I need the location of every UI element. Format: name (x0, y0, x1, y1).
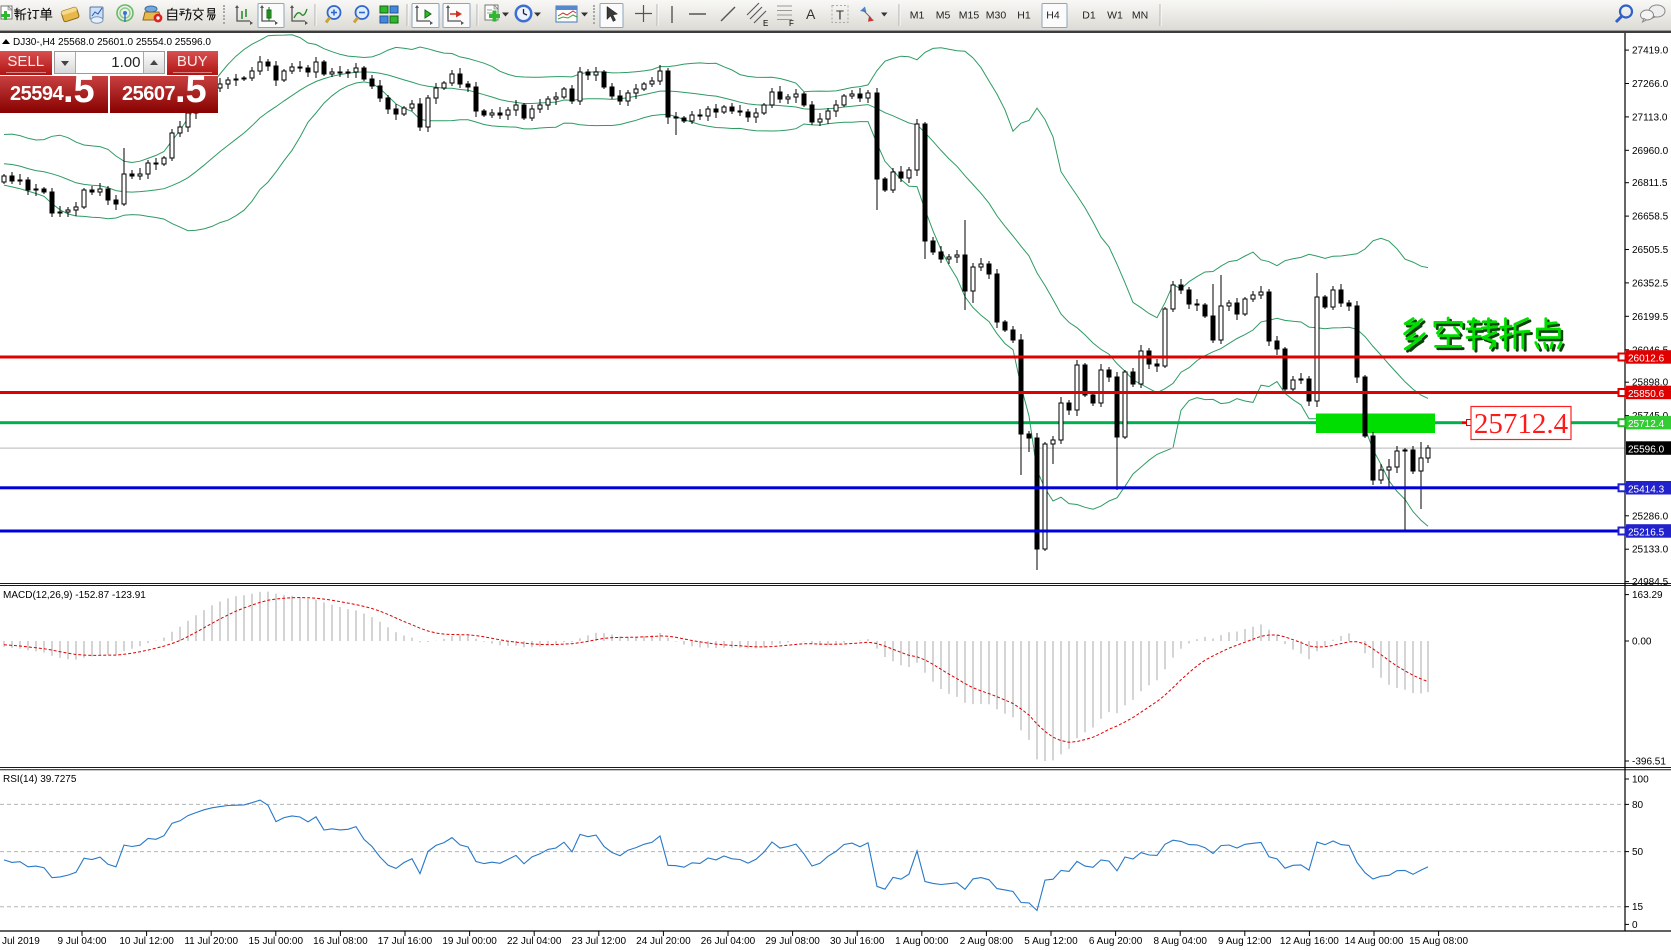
svg-text:25414.3: 25414.3 (1628, 484, 1665, 495)
svg-text:26505.5: 26505.5 (1632, 245, 1669, 256)
svg-text:D1: D1 (1082, 10, 1096, 22)
svg-text:22 Jul 04:00: 22 Jul 04:00 (507, 936, 562, 947)
svg-text:26012.6: 26012.6 (1628, 354, 1665, 365)
svg-text:DJ30-,H4 25568.0 25601.0 2555: DJ30-,H4 25568.0 25601.0 25554.0 25596.0 (13, 37, 211, 48)
svg-text:80: 80 (1632, 800, 1644, 811)
svg-text:50: 50 (1632, 847, 1644, 858)
svg-text:W1: W1 (1107, 10, 1123, 22)
svg-text:0: 0 (1632, 920, 1638, 931)
svg-text:26352.5: 26352.5 (1632, 278, 1669, 289)
svg-text:25712.4: 25712.4 (1628, 419, 1665, 430)
svg-text:25133.0: 25133.0 (1632, 545, 1669, 556)
svg-text:17 Jul 16:00: 17 Jul 16:00 (378, 936, 433, 947)
svg-text:24984.5: 24984.5 (1632, 577, 1669, 588)
svg-text:30 Jul 16:00: 30 Jul 16:00 (830, 936, 885, 947)
svg-text:T: T (836, 8, 844, 23)
svg-text:26811.5: 26811.5 (1632, 178, 1668, 189)
svg-text:14 Aug 00:00: 14 Aug 00:00 (1345, 936, 1404, 947)
svg-text:24 Jul 20:00: 24 Jul 20:00 (636, 936, 691, 947)
svg-text:6 Aug 20:00: 6 Aug 20:00 (1089, 936, 1143, 947)
svg-text:H1: H1 (1017, 10, 1031, 22)
svg-text:12 Aug 16:00: 12 Aug 16:00 (1280, 936, 1339, 947)
svg-text:8 Aug 04:00: 8 Aug 04:00 (1154, 936, 1208, 947)
svg-text:19 Jul 00:00: 19 Jul 00:00 (442, 936, 497, 947)
svg-text:MACD(12,26,9) -152.87 -123.91: MACD(12,26,9) -152.87 -123.91 (3, 590, 146, 601)
svg-text:27419.0: 27419.0 (1632, 46, 1669, 57)
svg-text:25712.4: 25712.4 (1474, 408, 1569, 440)
svg-text:26 Jul 04:00: 26 Jul 04:00 (701, 936, 756, 947)
svg-text:27266.0: 27266.0 (1632, 79, 1669, 90)
svg-text:E: E (763, 19, 768, 28)
svg-text:15: 15 (1632, 902, 1644, 913)
svg-text:RSI(14) 39.7275: RSI(14) 39.7275 (3, 774, 77, 785)
svg-text:M5: M5 (936, 10, 951, 22)
svg-text:27113.0: 27113.0 (1632, 112, 1668, 123)
svg-text:25216.5: 25216.5 (1628, 528, 1665, 539)
svg-text:163.29: 163.29 (1632, 590, 1663, 601)
svg-text:Jul 2019: Jul 2019 (2, 936, 40, 947)
svg-text:25850.6: 25850.6 (1628, 389, 1665, 400)
svg-text:MN: MN (1132, 10, 1148, 22)
svg-text:26658.5: 26658.5 (1632, 212, 1669, 223)
svg-text:9 Jul 04:00: 9 Jul 04:00 (58, 936, 107, 947)
svg-text:11 Jul 20:00: 11 Jul 20:00 (184, 936, 238, 947)
svg-text:M15: M15 (959, 10, 980, 22)
svg-text:9 Aug 12:00: 9 Aug 12:00 (1218, 936, 1272, 947)
svg-text:25596.0: 25596.0 (1628, 445, 1665, 456)
svg-text:2 Aug 08:00: 2 Aug 08:00 (960, 936, 1014, 947)
svg-text:100: 100 (1632, 775, 1649, 786)
svg-text:26960.0: 26960.0 (1632, 146, 1669, 157)
svg-text:M1: M1 (910, 10, 925, 22)
svg-text:25898.0: 25898.0 (1632, 378, 1669, 389)
svg-text:26199.5: 26199.5 (1632, 312, 1669, 323)
svg-text:15 Aug 08:00: 15 Aug 08:00 (1409, 936, 1468, 947)
svg-text:1 Aug 00:00: 1 Aug 00:00 (895, 936, 949, 947)
svg-text:15 Jul 00:00: 15 Jul 00:00 (249, 936, 304, 947)
svg-text:23 Jul 12:00: 23 Jul 12:00 (572, 936, 627, 947)
svg-text:-396.51: -396.51 (1632, 757, 1666, 768)
svg-text:H4: H4 (1046, 10, 1060, 22)
svg-text:F: F (789, 19, 794, 28)
svg-text:M30: M30 (986, 10, 1007, 22)
svg-text:10 Jul 12:00: 10 Jul 12:00 (119, 936, 174, 947)
svg-text:29 Jul 08:00: 29 Jul 08:00 (765, 936, 820, 947)
svg-text:A: A (806, 6, 816, 22)
svg-text:5 Aug 12:00: 5 Aug 12:00 (1024, 936, 1078, 947)
svg-text:25286.0: 25286.0 (1632, 511, 1669, 522)
svg-text:16 Jul 08:00: 16 Jul 08:00 (313, 936, 368, 947)
svg-text:0.00: 0.00 (1632, 637, 1652, 648)
